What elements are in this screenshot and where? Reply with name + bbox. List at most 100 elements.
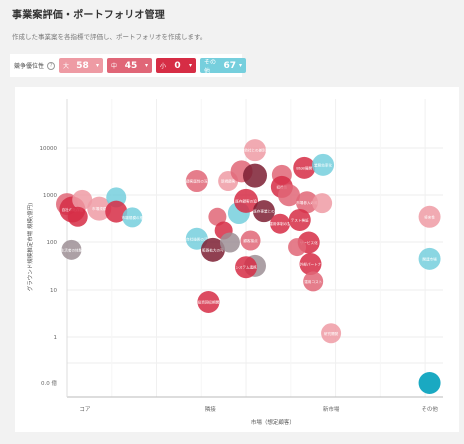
- bubble-circle[interactable]: [295, 191, 318, 214]
- bubble-small[interactable]: システム連携: [235, 256, 258, 279]
- bubble-circle[interactable]: [208, 207, 227, 226]
- bubble-circle[interactable]: [288, 208, 311, 231]
- filter-chip-small[interactable]: 小 0 ▾: [156, 58, 197, 73]
- bubble-large[interactable]: 他社との差別: [244, 139, 266, 162]
- filter-label: 競争優位性 ?: [14, 61, 56, 70]
- filter-chips: 大 58 ▾ 中 45 ▾ 小 0 ▾ その他 67 ▾: [55, 58, 247, 75]
- bubble-gray[interactable]: 生活者の体験: [61, 239, 83, 260]
- bubble-circle[interactable]: [418, 247, 441, 270]
- bubble-other[interactable]: 業務効率化: [312, 153, 335, 176]
- filter-icon: ▾: [239, 62, 243, 69]
- bubble-circle[interactable]: [244, 139, 266, 162]
- question-circle-icon[interactable]: ?: [47, 61, 56, 70]
- bubble-label: 自社技術の活: [186, 236, 208, 241]
- filter-chip-count: 58: [76, 60, 89, 71]
- bubble-dark[interactable]: [243, 163, 267, 188]
- filter-chip-count: 67: [223, 60, 236, 71]
- bubble-small[interactable]: 運用体制の整: [269, 213, 291, 234]
- bubble-circle[interactable]: [252, 200, 275, 223]
- bubble-gray[interactable]: [219, 232, 240, 253]
- bubble-medium[interactable]: 顧客属性の深: [185, 170, 208, 193]
- bubble-circle[interactable]: [312, 153, 335, 176]
- bubble-circle[interactable]: [185, 170, 208, 193]
- bubble-medium[interactable]: [208, 207, 227, 226]
- bubble-label: 運用体制の整: [269, 221, 291, 226]
- bubble-label: 将来性: [424, 214, 435, 219]
- bubble-large[interactable]: 研究開発: [321, 323, 342, 344]
- bubble-circle[interactable]: [321, 323, 342, 344]
- bubble-label: 他社との差別: [244, 148, 266, 153]
- bubble-circle[interactable]: [72, 189, 93, 210]
- bubble-large[interactable]: 将来性: [418, 205, 441, 228]
- bubble-small[interactable]: [67, 206, 88, 227]
- bubble-medium[interactable]: 顧客接点: [240, 230, 261, 251]
- bubble-label: 投資回収期間: [198, 300, 220, 305]
- bubble-label: システム連携: [235, 265, 257, 270]
- bubble-medium[interactable]: [288, 238, 307, 257]
- bubble-small[interactable]: BtoB展開: [293, 156, 316, 179]
- bubble-label: BtoB展開: [296, 165, 312, 170]
- bubble-circle[interactable]: [61, 239, 82, 260]
- filter-label-text: 競争優位性: [14, 63, 45, 70]
- chart-panel: 10000 1000 100 10 1 0.0 億コア 隣接 新市場 その他 市場（想定顧客） グラ…: [15, 87, 459, 432]
- bubble-label: 業務効率化: [314, 162, 332, 167]
- bubble-teal[interactable]: [418, 372, 441, 394]
- bubble-dark[interactable]: 販路拡大の可: [200, 237, 225, 262]
- bubble-other[interactable]: 関連市場: [418, 247, 441, 270]
- bubble-circle[interactable]: [197, 291, 220, 314]
- filter-chip-label: 小: [160, 63, 167, 70]
- bubble-medium[interactable]: [278, 184, 301, 207]
- x-tick-label: その他: [421, 405, 438, 413]
- bubble-label: 関連市場: [422, 256, 437, 261]
- bubble-circle[interactable]: [105, 200, 128, 223]
- bubble-circle[interactable]: [87, 196, 112, 221]
- bubble-circle[interactable]: [312, 193, 333, 214]
- filter-chip-label: その他: [204, 58, 217, 75]
- bubble-medium[interactable]: 運用コスト: [303, 271, 324, 292]
- bubble-circle[interactable]: [418, 205, 441, 228]
- filter-chip-label: 大: [63, 63, 70, 70]
- bubble-circle[interactable]: [270, 213, 291, 234]
- filter-chip-large[interactable]: 大 58 ▾: [59, 58, 104, 73]
- bubble-large[interactable]: 市場規模: [87, 196, 112, 221]
- filter-icon: ▾: [96, 62, 100, 69]
- bubble-small[interactable]: [105, 200, 128, 223]
- bubble-circle[interactable]: [235, 256, 258, 279]
- filter-chip-medium[interactable]: 中 45 ▾: [107, 58, 153, 73]
- bubble-dark[interactable]: 既存事業との: [252, 200, 275, 223]
- bubble-circle[interactable]: [288, 238, 307, 257]
- bubble-circle[interactable]: [200, 237, 225, 262]
- bubble-circle[interactable]: [234, 188, 259, 213]
- bubble-circle[interactable]: [122, 207, 143, 228]
- bubble-circle[interactable]: [67, 206, 88, 227]
- bubble-circle[interactable]: [299, 253, 322, 276]
- bubble-circle[interactable]: [278, 184, 301, 207]
- bubble-large[interactable]: [72, 189, 93, 210]
- filter-chip-count: 45: [124, 60, 138, 71]
- bubble-circle[interactable]: [293, 156, 316, 179]
- bubble-circle[interactable]: [219, 232, 240, 253]
- filter-icon: ▾: [145, 62, 149, 69]
- bubble-other[interactable]: 市場規模の推: [122, 207, 144, 228]
- page-description: 作成した事業案を各指標で評価し、ポートフォリオを作成します。: [12, 33, 207, 41]
- bubble-label: 研究開発: [324, 331, 339, 336]
- bubble-small[interactable]: テスト検証: [288, 208, 311, 231]
- bubble-circle[interactable]: [240, 230, 261, 251]
- bubble-circle[interactable]: [243, 163, 267, 188]
- bubble-small[interactable]: 外部パートナ: [299, 253, 322, 276]
- bubble-small[interactable]: 投資回収期間: [197, 291, 220, 314]
- x-axis-title: 市場（想定顧客）: [251, 418, 295, 426]
- bubble-circle[interactable]: [418, 372, 441, 394]
- bubble-label: 販路拡大の可: [202, 247, 224, 252]
- filter-icon: ▾: [188, 62, 192, 69]
- y-tick-label: 10000: [40, 146, 58, 152]
- bubble-large[interactable]: [312, 193, 333, 214]
- bubble-label: 市場参入の難: [296, 200, 318, 205]
- bubble-small[interactable]: 既存顧客の追: [234, 188, 259, 213]
- bubble-label: 生活者の体験: [61, 247, 83, 252]
- filter-chip-other[interactable]: その他 67 ▾: [200, 58, 247, 75]
- filter-chip-count: 0: [174, 60, 181, 71]
- bubble-circle[interactable]: [303, 271, 324, 292]
- bubble-medium[interactable]: 市場参入の難: [295, 191, 318, 214]
